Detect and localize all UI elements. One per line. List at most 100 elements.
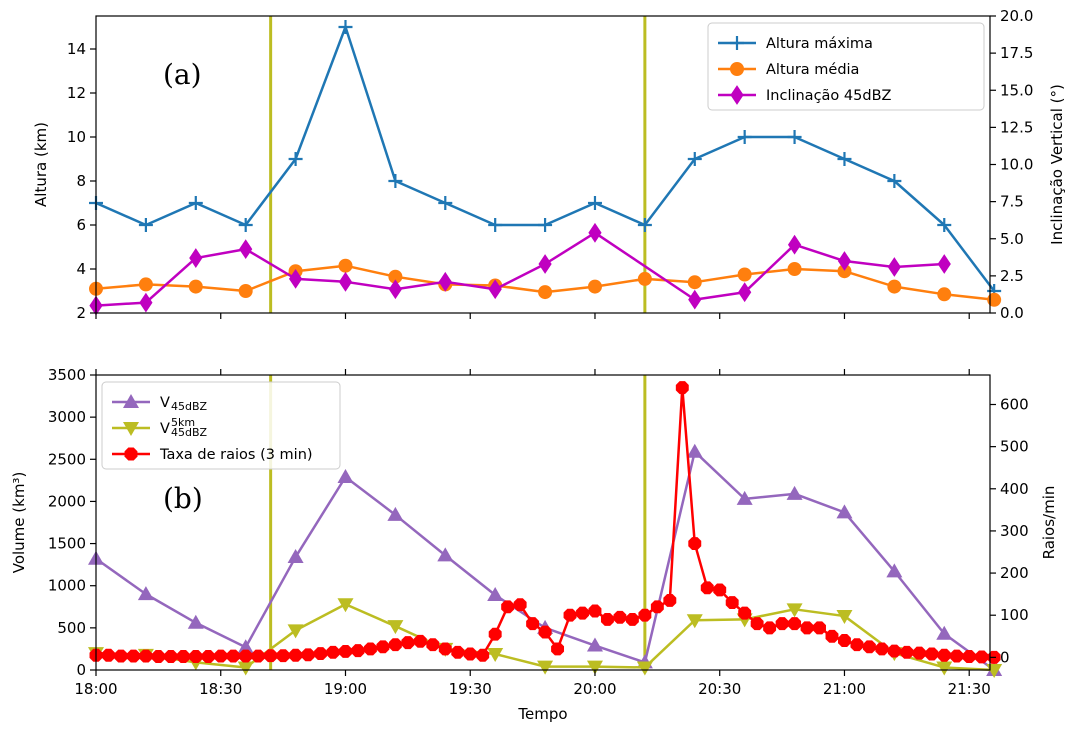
data-point <box>936 625 953 640</box>
data-point <box>638 608 652 622</box>
data-point <box>164 650 178 663</box>
legend-marker <box>123 394 139 408</box>
data-point <box>838 634 851 647</box>
data-point <box>201 650 215 663</box>
data-point <box>588 604 602 618</box>
data-point <box>238 218 253 232</box>
data-point <box>900 645 914 659</box>
data-point <box>301 648 315 662</box>
data-point <box>137 586 154 601</box>
legend-entry: Taxa de raios (3 min) <box>112 447 313 463</box>
y-tick-label: 4 <box>76 260 86 278</box>
series-2 <box>89 381 1001 664</box>
data-point <box>289 648 303 662</box>
x-axis-title: Tempo <box>517 705 567 723</box>
data-point <box>189 650 203 663</box>
data-point <box>937 287 952 302</box>
y-tick-label: 8 <box>76 172 86 190</box>
legend-label: V <box>160 421 170 437</box>
data-point <box>188 279 203 294</box>
data-point <box>686 614 703 629</box>
data-point <box>102 648 115 662</box>
data-point <box>738 606 752 620</box>
data-point <box>613 610 627 624</box>
legend-marker <box>730 36 744 50</box>
series-0 <box>88 443 1003 676</box>
data-point <box>588 222 602 243</box>
legend: Altura máxima Altura média Inclinação 45dB… <box>707 22 985 111</box>
data-point <box>737 130 752 144</box>
y2-tick-label: 15.0 <box>1000 81 1033 99</box>
data-point <box>663 594 677 607</box>
y-tick-label: 14 <box>67 40 86 58</box>
data-point <box>787 234 802 255</box>
data-point <box>538 254 552 274</box>
data-point <box>488 627 502 641</box>
legend-label: Altura máxima <box>766 36 873 52</box>
data-point <box>388 638 402 652</box>
data-point <box>887 174 902 188</box>
y2-tick-label: 400 <box>1000 480 1029 498</box>
data-point <box>538 218 553 232</box>
data-point <box>401 636 415 650</box>
x-tick-label: 21:30 <box>948 680 991 698</box>
data-point <box>476 648 490 662</box>
y-tick-label: 0 <box>76 661 86 679</box>
data-point <box>837 152 852 166</box>
data-point <box>413 634 427 648</box>
data-point <box>587 279 602 294</box>
y2-tick-label: 0.0 <box>1000 304 1024 322</box>
data-point <box>388 174 403 188</box>
data-point <box>463 647 477 661</box>
panel-label: (a) <box>163 58 202 91</box>
data-point <box>337 598 354 613</box>
data-point <box>187 614 204 629</box>
data-point <box>239 649 253 663</box>
data-point <box>887 644 901 658</box>
data-point <box>887 279 902 294</box>
y2-tick-label: 200 <box>1000 564 1029 582</box>
x-tick-label: 18:00 <box>74 680 117 698</box>
data-point <box>886 563 903 578</box>
data-point <box>139 649 153 663</box>
panel-b: 18:00 18:30 19:00 19:30 20:00 20:30 21:00 21:30… <box>10 366 1058 723</box>
data-point <box>438 642 452 656</box>
data-point <box>937 218 952 232</box>
legend-label: Inclinação 45dBZ <box>766 88 892 104</box>
y2-tick-label: 7.5 <box>1000 193 1024 211</box>
data-point <box>239 239 253 260</box>
data-point <box>176 650 190 663</box>
x-tick-label: 20:00 <box>573 680 616 698</box>
data-point <box>451 645 465 659</box>
data-point <box>338 271 353 292</box>
data-point <box>214 649 228 663</box>
data-point <box>686 443 703 458</box>
legend-box <box>707 22 985 111</box>
y2-tick-label: 500 <box>1000 438 1029 456</box>
data-point <box>775 617 789 631</box>
data-point <box>636 661 653 676</box>
data-point <box>912 646 926 660</box>
data-point <box>688 289 702 310</box>
legend-marker <box>730 62 744 76</box>
y2-tick-label: 600 <box>1000 396 1029 414</box>
data-point <box>825 629 839 643</box>
x-tick-label: 21:00 <box>823 680 866 698</box>
x-tick-label: 20:30 <box>698 680 741 698</box>
data-point <box>237 639 254 654</box>
data-point <box>576 606 589 620</box>
y-tick-label: 2500 <box>48 450 86 468</box>
data-point <box>687 152 702 166</box>
y-tick-label: 500 <box>57 619 86 637</box>
data-point <box>363 642 377 656</box>
data-point <box>276 649 290 663</box>
data-point <box>151 650 165 663</box>
legend-label: Taxa de raios (3 min) <box>159 447 313 463</box>
data-point <box>138 277 153 292</box>
data-point <box>937 254 951 274</box>
series-0 <box>89 20 1002 298</box>
y2-tick-label: 0 <box>1000 648 1010 666</box>
data-point <box>563 608 577 622</box>
data-point <box>339 644 352 658</box>
